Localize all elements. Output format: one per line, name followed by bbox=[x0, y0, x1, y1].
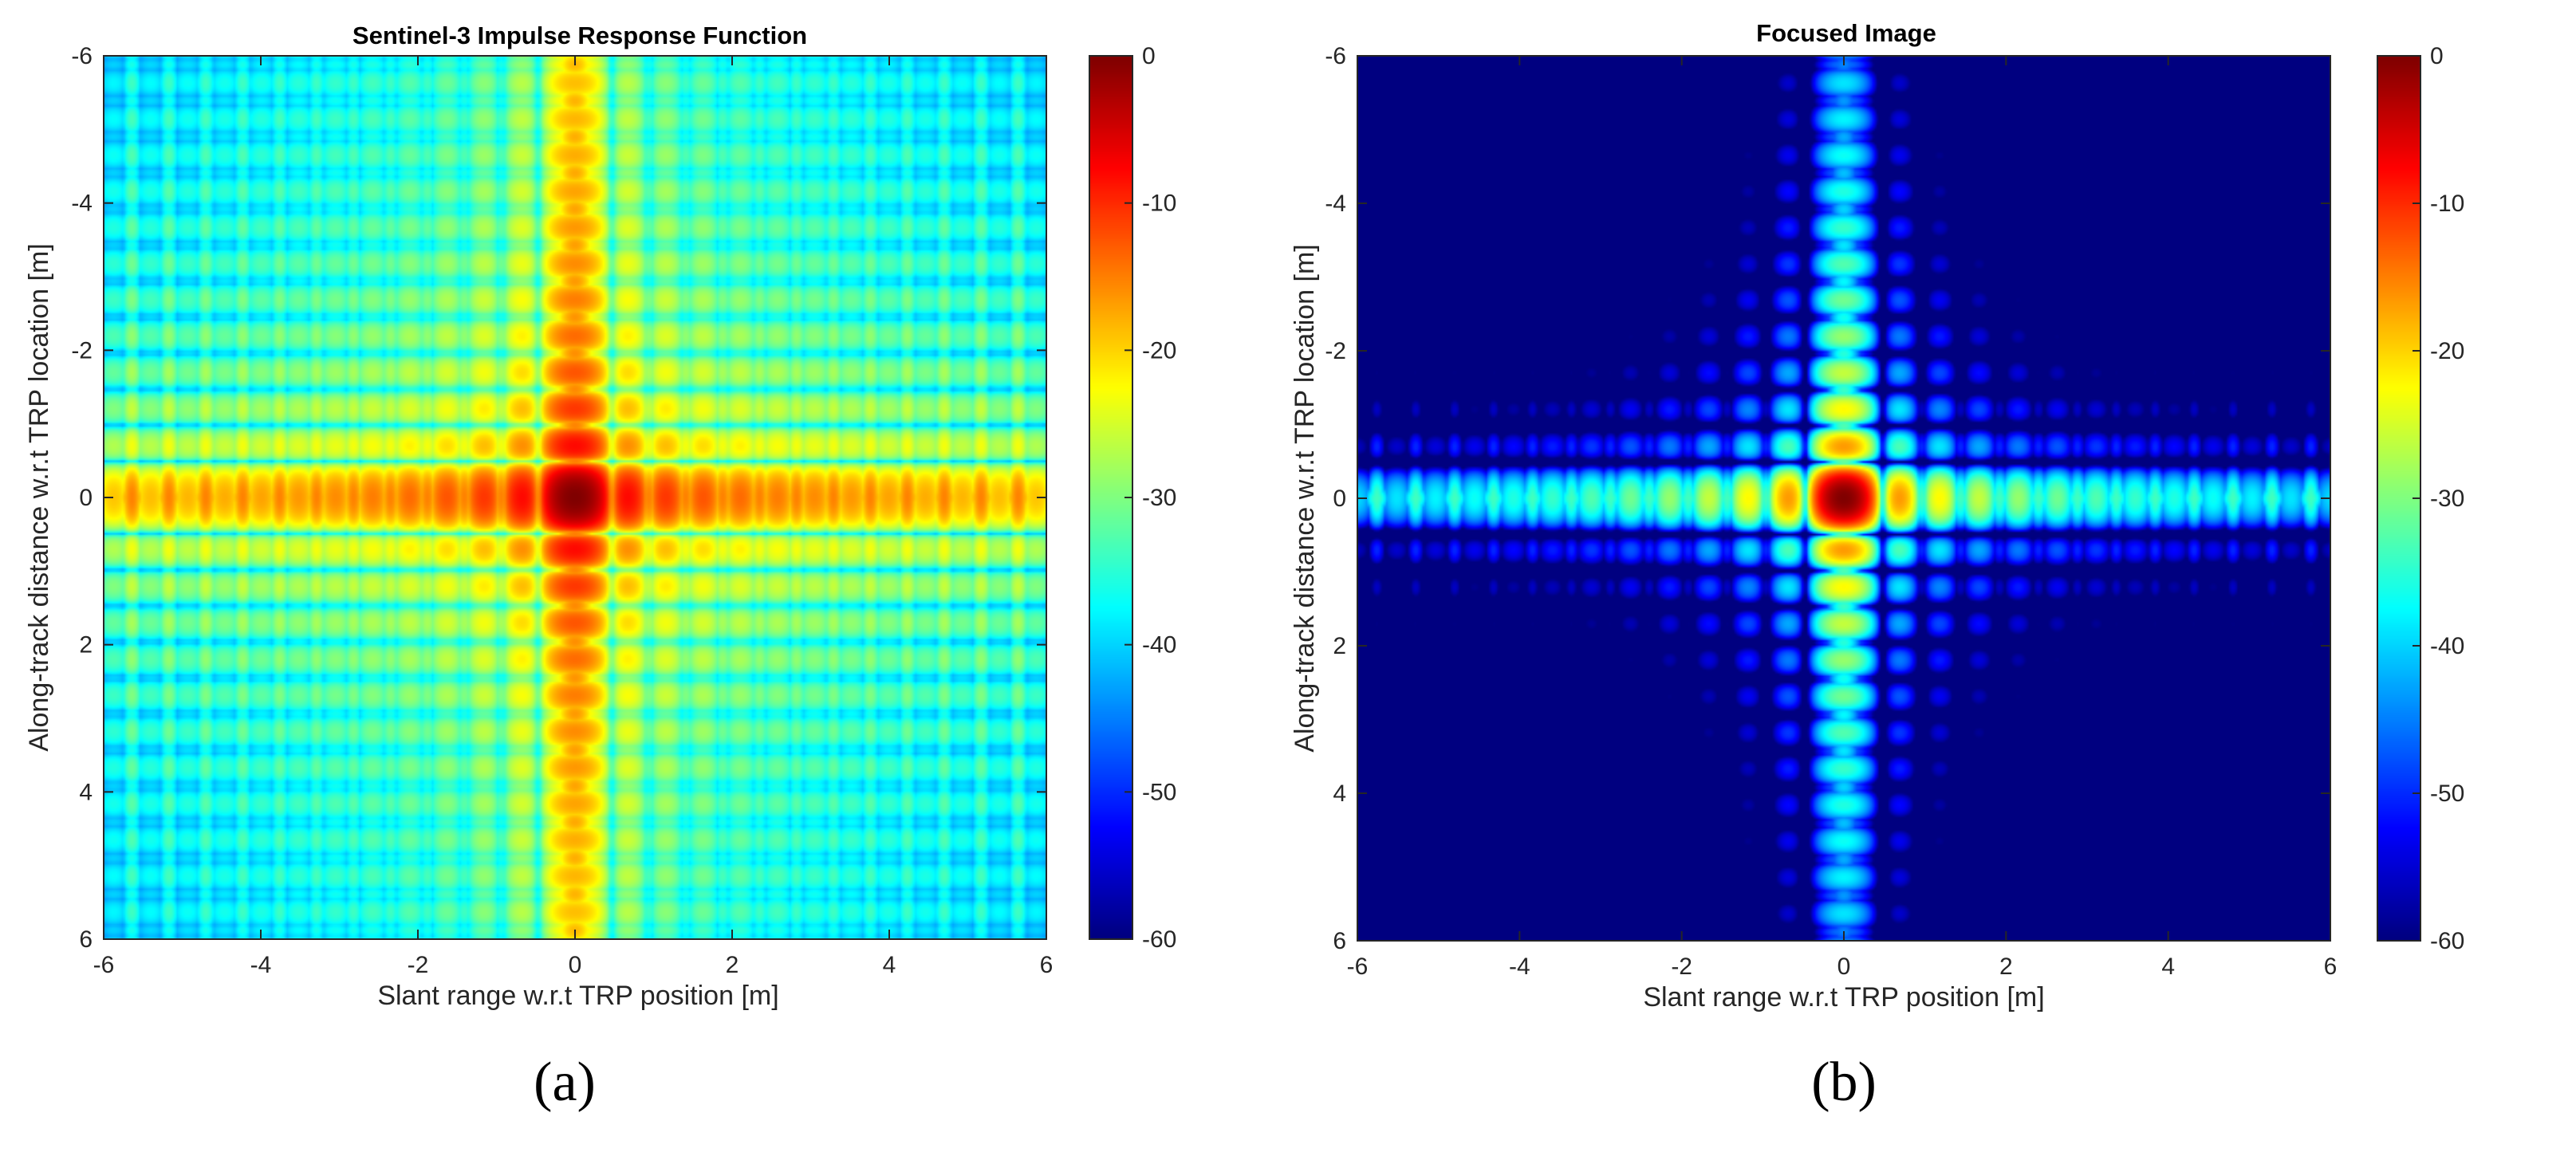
x-tick-label: -4 bbox=[250, 952, 272, 978]
x-tick-label: 0 bbox=[569, 952, 582, 978]
colorbar: 0 -10 -20 -30 -40 -50 -60 bbox=[1089, 43, 1176, 953]
y-tick-label: 4 bbox=[79, 779, 93, 805]
chart-a: Sentinel-3 Impulse Response Function -6-… bbox=[24, 22, 1176, 1113]
heatmap-image bbox=[1357, 56, 2330, 941]
x-axis: -6 -4 -2 0 2 4 6 bbox=[93, 56, 1054, 978]
y-tick-label: 6 bbox=[79, 926, 93, 953]
colorbar-tick-label: -40 bbox=[1142, 632, 1176, 659]
colorbar-tick-label: -10 bbox=[1142, 191, 1176, 217]
panel-label: (a) bbox=[534, 1052, 596, 1113]
x-axis-label: Slant range w.r.t TRP position [m] bbox=[1643, 982, 2044, 1012]
colorbar-tick-label: -20 bbox=[2430, 338, 2464, 364]
colorbar-tick-label: -40 bbox=[2430, 633, 2464, 659]
x-tick-label: 0 bbox=[1837, 954, 1851, 980]
colorbar-tick-label: -30 bbox=[2430, 486, 2464, 512]
x-tick-label: 4 bbox=[883, 952, 896, 978]
colorbar-tick-label: -10 bbox=[2430, 191, 2464, 217]
figure-panel-b: Focused Image -6 -4 -2 0 2 4 6 -6 -4 -2 0 2 4 6 Slan… bbox=[1288, 0, 2576, 1156]
y-tick-label: -2 bbox=[71, 337, 93, 364]
y-tick-label: -6 bbox=[71, 43, 93, 69]
panel-label: (b) bbox=[1811, 1052, 1877, 1113]
x-tick-label: 2 bbox=[1999, 954, 2013, 980]
y-tick-label: 0 bbox=[1333, 486, 1346, 512]
x-tick-label: 6 bbox=[1040, 952, 1054, 978]
y-tick-label: 6 bbox=[1333, 928, 1346, 954]
y-axis-label: Along-track distance w.r.t TRP location … bbox=[24, 243, 54, 751]
x-tick-label: 4 bbox=[2161, 954, 2175, 980]
colorbar-tick-label: 0 bbox=[1142, 43, 1156, 69]
colorbar: 0 -10 -20 -30 -40 -50 -60 bbox=[2377, 43, 2464, 954]
colorbar-tick-label: -60 bbox=[2430, 928, 2464, 954]
y-tick-label: 0 bbox=[79, 485, 93, 511]
colorbar-tick-label: -50 bbox=[1142, 779, 1176, 805]
y-tick-label: 4 bbox=[1333, 780, 1346, 807]
y-tick-label: -6 bbox=[1325, 43, 1346, 69]
colorbar-tick-label: -50 bbox=[2430, 780, 2464, 807]
x-tick-label: -4 bbox=[1509, 954, 1530, 980]
chart-title: Sentinel-3 Impulse Response Function bbox=[353, 22, 807, 49]
x-tick-label: -2 bbox=[1671, 954, 1692, 980]
y-tick-label: 2 bbox=[79, 632, 93, 659]
colorbar-tick-label: -60 bbox=[1142, 926, 1176, 953]
y-tick-label: -2 bbox=[1325, 338, 1346, 364]
x-tick-label: -6 bbox=[93, 952, 115, 978]
y-tick-label: -4 bbox=[1325, 191, 1346, 217]
colorbar-tick-label: 0 bbox=[2430, 43, 2444, 69]
heatmap-image bbox=[104, 56, 1046, 939]
x-tick-label: -2 bbox=[408, 952, 429, 978]
heatmap-plot-area bbox=[1357, 55, 2331, 942]
x-tick-label: 6 bbox=[2324, 954, 2338, 980]
x-axis-label: Slant range w.r.t TRP position [m] bbox=[377, 981, 778, 1011]
chart-title: Focused Image bbox=[1756, 19, 1936, 47]
y-axis-label: Along-track distance w.r.t TRP location … bbox=[1290, 244, 1320, 752]
colorbar-tick-label: -20 bbox=[1142, 337, 1176, 364]
x-axis: -6 -4 -2 0 2 4 6 bbox=[1347, 56, 2338, 980]
y-axis: -6 -4 -2 0 2 4 6 bbox=[1325, 43, 2330, 954]
y-tick-label: -4 bbox=[71, 191, 93, 217]
x-tick-label: 2 bbox=[726, 952, 739, 978]
figure-panel-a: Sentinel-3 Impulse Response Function -6-… bbox=[24, 22, 1176, 1113]
colorbar-ticks: 0 -10 -20 -30 -40 -50 -60 bbox=[2413, 43, 2464, 954]
colorbar-ticks: 0 -10 -20 -30 -40 -50 -60 bbox=[1125, 43, 1176, 953]
y-tick-label: 2 bbox=[1333, 633, 1346, 659]
y-axis: -6 -4 -2 0 2 4 6 bbox=[71, 43, 1046, 953]
x-tick-label: -6 bbox=[1347, 954, 1369, 980]
heatmap-plot-area bbox=[103, 55, 1047, 940]
colorbar-tick-label: -30 bbox=[1142, 485, 1176, 511]
